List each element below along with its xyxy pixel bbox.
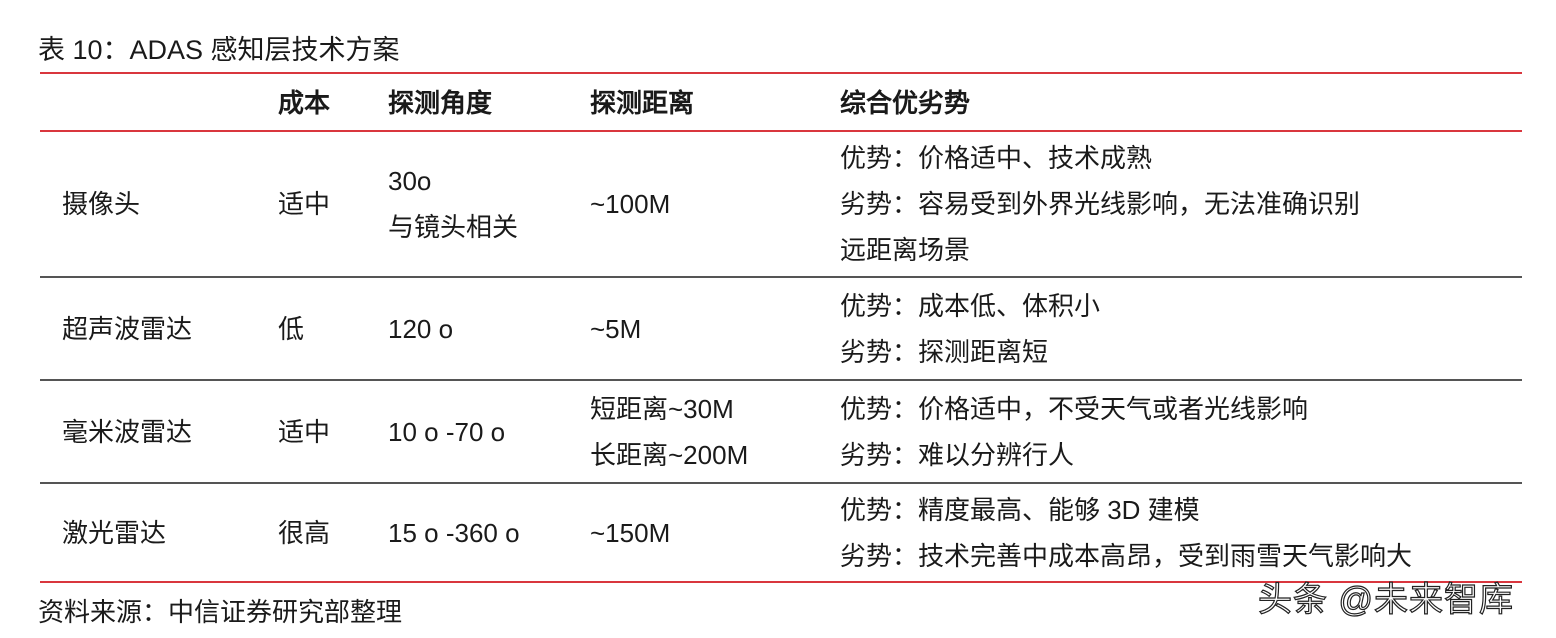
- source-note: 资料来源：中信证券研究部整理: [38, 597, 403, 627]
- summary-cell: 优势：成本低、体积小 劣势：探测距离短: [840, 278, 1100, 379]
- sensor-name-line: 超声波雷达: [62, 313, 193, 344]
- row-divider: [40, 276, 1522, 278]
- sensor-name: 毫米波雷达: [62, 381, 192, 482]
- cost-cell: 很高: [278, 484, 330, 581]
- distance-cell-line: ~150M: [590, 517, 671, 548]
- summary-cell-line: 劣势：探测距离短: [840, 336, 1049, 367]
- cost-cell-line: 适中: [278, 189, 331, 219]
- table-row: 摄像头 适中 30o 与镜头相关 ~100M 优势：价格适中、技术成熟劣势：容易受到外界光…: [40, 132, 1522, 276]
- sensor-name: 激光雷达: [62, 484, 166, 581]
- row-divider: [40, 379, 1522, 381]
- distance-cell-line: 短距离~30M: [590, 393, 734, 424]
- sensor-name-line: 毫米波雷达: [62, 416, 193, 447]
- table-title: 表 10：ADAS 感知层技术方案: [38, 35, 400, 65]
- distance-cell: 短距离~30M 长距离~200M: [590, 381, 748, 482]
- angle-cell-line: 与镜头相关: [388, 212, 519, 242]
- cost-cell-line: 适中: [278, 416, 331, 447]
- summary-cell-line: 劣势：难以分辨行人: [840, 439, 1075, 470]
- header-rule: [40, 130, 1522, 132]
- cost-cell: 适中: [278, 381, 330, 482]
- distance-cell-line: ~100M: [590, 189, 671, 219]
- distance-cell: ~100M: [590, 132, 670, 276]
- cost-cell-line: 低: [278, 313, 305, 344]
- distance-cell-line: 长距离~200M: [590, 439, 749, 470]
- sensor-name: 摄像头: [62, 132, 140, 276]
- summary-cell-line: 劣势：容易受到外界光线影响，无法准确识别: [840, 189, 1361, 219]
- header-angle: 探测角度: [388, 87, 493, 118]
- angle-cell-line: 120 o: [388, 313, 454, 344]
- watermark: 头条 @未来智库: [1257, 580, 1514, 619]
- summary-cell-line: 劣势：技术完善中成本高昂，受到雨雪天气影响大: [840, 540, 1413, 571]
- row-divider: [40, 482, 1522, 484]
- distance-cell: ~150M: [590, 484, 670, 581]
- angle-cell: 10 o -70 o: [388, 381, 505, 482]
- sensor-name-line: 激光雷达: [62, 517, 167, 548]
- header-summary: 综合优劣势: [840, 87, 971, 118]
- bottom-rule: [40, 581, 1522, 583]
- summary-cell-line: 远距离场景: [840, 235, 971, 265]
- summary-cell-line: 优势：精度最高、能够 3D 建模: [840, 494, 1200, 525]
- summary-cell: 优势：精度最高、能够 3D 建模劣势：技术完善中成本高昂，受到雨雪天气影响大: [840, 484, 1412, 581]
- summary-cell: 优势：价格适中、技术成熟劣势：容易受到外界光线影响，无法准确识别 远距离场景: [840, 132, 1360, 276]
- table-row: 毫米波雷达 适中 10 o -70 o 短距离~30M 长距离~200M 优势：价格适中，…: [40, 381, 1522, 482]
- sensor-name: 超声波雷达: [62, 278, 192, 379]
- cost-cell: 适中: [278, 132, 330, 276]
- header-distance: 探测距离: [590, 87, 695, 118]
- distance-cell: ~5M: [590, 278, 641, 379]
- distance-cell-line: ~5M: [590, 313, 642, 344]
- table-header: 成本 探测角度 探测距离 综合优劣势: [40, 74, 1522, 131]
- summary-cell-line: 优势：成本低、体积小: [840, 290, 1101, 321]
- angle-cell-line: 10 o -70 o: [388, 416, 506, 447]
- cost-cell: 低: [278, 278, 304, 379]
- header-cost: 成本: [278, 87, 331, 118]
- cost-cell-line: 很高: [278, 517, 331, 548]
- angle-cell: 30o 与镜头相关: [388, 132, 518, 276]
- summary-cell: 优势：价格适中，不受天气或者光线影响 劣势：难以分辨行人: [840, 381, 1308, 482]
- sensor-name-line: 摄像头: [62, 189, 141, 219]
- table-row: 激光雷达 很高 15 o -360 o ~150M 优势：精度最高、能够 3D 建模劣势…: [40, 484, 1522, 581]
- angle-cell: 15 o -360 o: [388, 484, 520, 581]
- summary-cell-line: 优势：价格适中，不受天气或者光线影响: [840, 393, 1309, 424]
- angle-cell-line: 30o: [388, 166, 432, 196]
- angle-cell-line: 15 o -360 o: [388, 517, 520, 548]
- table-row: 超声波雷达 低 120 o ~5M 优势：成本低、体积小 劣势：探测距离短: [40, 278, 1522, 379]
- top-rule: [40, 72, 1522, 74]
- angle-cell: 120 o: [388, 278, 453, 379]
- summary-cell-line: 优势：价格适中、技术成熟: [840, 143, 1153, 173]
